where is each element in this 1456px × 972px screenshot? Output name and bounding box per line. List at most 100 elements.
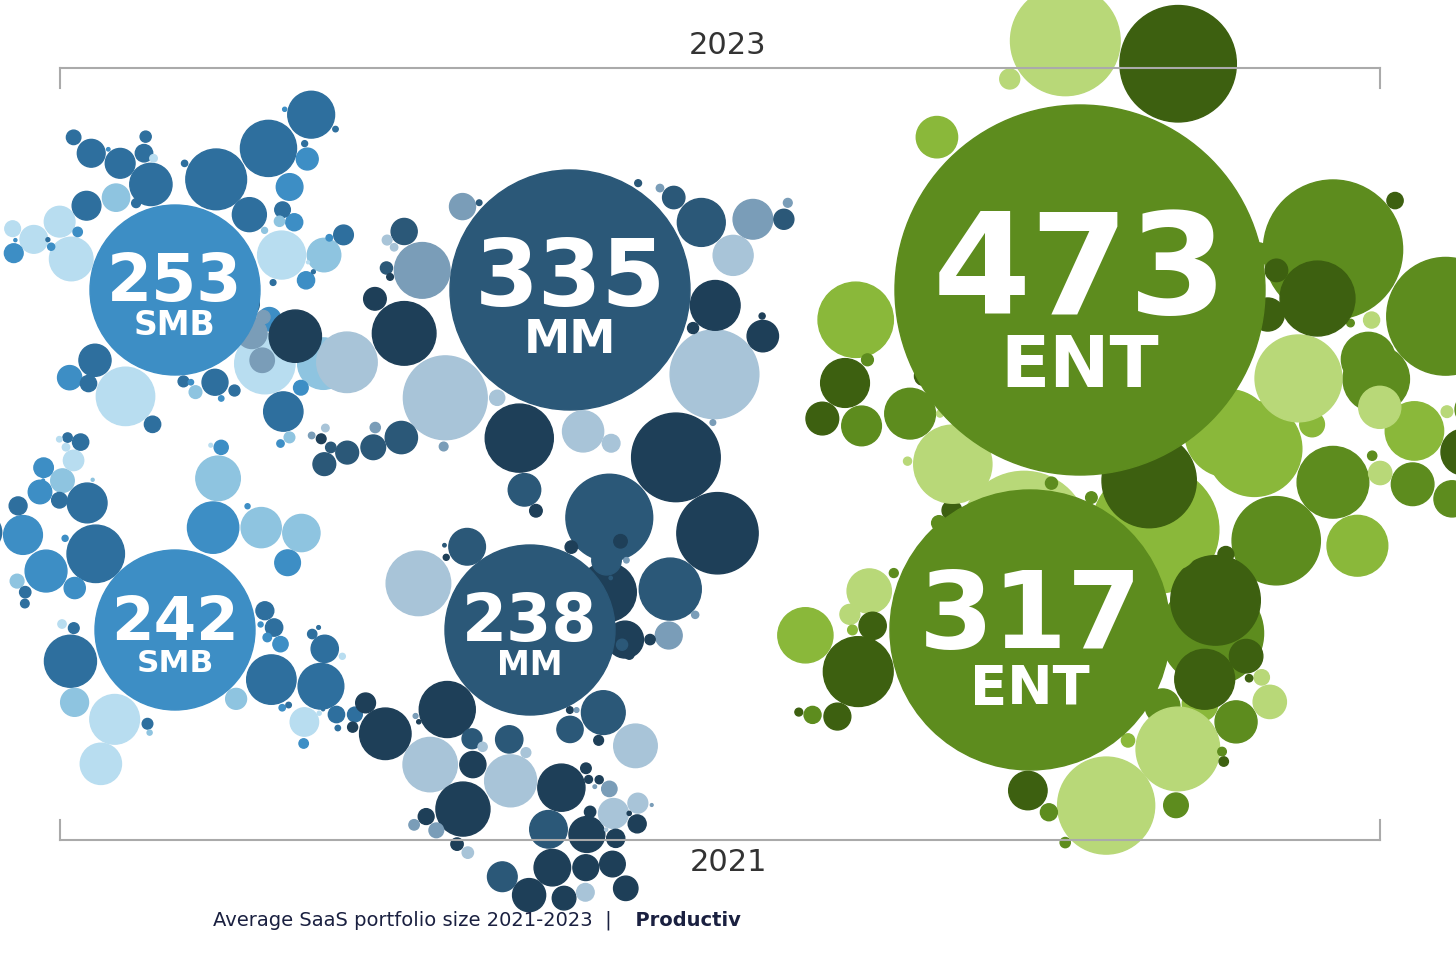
Circle shape <box>670 330 759 419</box>
Text: MM: MM <box>498 649 563 682</box>
Circle shape <box>264 392 303 432</box>
Circle shape <box>333 226 354 245</box>
Circle shape <box>297 272 314 289</box>
Circle shape <box>960 334 984 358</box>
Circle shape <box>687 323 699 333</box>
Circle shape <box>322 424 329 432</box>
Circle shape <box>1146 689 1179 723</box>
Circle shape <box>1441 429 1456 475</box>
Circle shape <box>20 226 48 254</box>
Circle shape <box>534 850 571 885</box>
Circle shape <box>747 321 779 352</box>
Circle shape <box>90 695 140 745</box>
Circle shape <box>485 404 553 472</box>
Circle shape <box>936 410 943 417</box>
Circle shape <box>639 558 702 620</box>
Circle shape <box>1232 497 1321 585</box>
Circle shape <box>307 630 317 639</box>
Circle shape <box>317 712 322 715</box>
Circle shape <box>186 149 246 210</box>
Circle shape <box>628 793 648 813</box>
Circle shape <box>1342 346 1409 412</box>
Circle shape <box>939 364 1000 426</box>
Circle shape <box>807 402 839 434</box>
Circle shape <box>821 359 869 407</box>
Circle shape <box>1057 757 1155 854</box>
Circle shape <box>1060 838 1070 848</box>
Circle shape <box>1188 271 1224 307</box>
Text: 335: 335 <box>475 235 665 326</box>
Text: 473: 473 <box>932 207 1227 343</box>
Circle shape <box>73 227 83 236</box>
Circle shape <box>862 354 874 365</box>
Circle shape <box>1175 649 1235 710</box>
Circle shape <box>312 270 316 274</box>
Circle shape <box>495 726 523 753</box>
Circle shape <box>1392 463 1434 505</box>
Circle shape <box>264 634 271 642</box>
Circle shape <box>904 457 911 466</box>
Circle shape <box>317 626 320 629</box>
Circle shape <box>941 608 986 653</box>
Circle shape <box>1254 670 1270 685</box>
Circle shape <box>47 238 50 242</box>
Circle shape <box>1211 305 1223 316</box>
Circle shape <box>282 514 320 552</box>
Circle shape <box>948 525 957 533</box>
Circle shape <box>556 716 584 743</box>
Circle shape <box>569 816 604 852</box>
Circle shape <box>419 681 475 738</box>
Circle shape <box>635 180 642 187</box>
Circle shape <box>288 91 335 138</box>
Circle shape <box>657 185 664 191</box>
Circle shape <box>578 563 636 622</box>
Circle shape <box>80 744 121 784</box>
Circle shape <box>552 886 577 910</box>
Circle shape <box>312 636 338 663</box>
Circle shape <box>1223 370 1239 387</box>
Circle shape <box>221 288 234 301</box>
Circle shape <box>537 764 585 812</box>
Circle shape <box>403 356 488 439</box>
Circle shape <box>298 739 309 748</box>
Circle shape <box>594 736 604 746</box>
Circle shape <box>1041 804 1057 820</box>
Circle shape <box>540 632 553 644</box>
Circle shape <box>336 441 358 464</box>
Circle shape <box>1347 319 1354 327</box>
Circle shape <box>51 469 74 493</box>
Circle shape <box>591 545 622 575</box>
Circle shape <box>613 876 638 900</box>
Circle shape <box>1367 451 1377 461</box>
Circle shape <box>143 718 153 729</box>
Circle shape <box>1219 757 1229 766</box>
Circle shape <box>513 879 546 912</box>
Circle shape <box>1211 313 1255 358</box>
Circle shape <box>1229 640 1262 673</box>
Circle shape <box>280 705 285 711</box>
Circle shape <box>64 577 86 599</box>
Circle shape <box>90 205 261 375</box>
Circle shape <box>277 174 303 200</box>
Circle shape <box>284 432 294 442</box>
Text: SMB: SMB <box>134 309 215 342</box>
Circle shape <box>566 474 652 561</box>
Circle shape <box>443 543 446 547</box>
Circle shape <box>262 227 268 233</box>
Circle shape <box>577 884 594 901</box>
Circle shape <box>395 243 450 298</box>
Circle shape <box>1217 747 1226 756</box>
Circle shape <box>842 406 881 446</box>
Circle shape <box>625 649 633 659</box>
Circle shape <box>783 198 792 207</box>
Circle shape <box>448 529 485 565</box>
Circle shape <box>272 637 288 652</box>
Circle shape <box>307 260 310 263</box>
Circle shape <box>890 490 1171 770</box>
Circle shape <box>392 219 418 245</box>
Circle shape <box>1245 675 1252 681</box>
Circle shape <box>383 235 392 245</box>
Circle shape <box>1089 455 1104 469</box>
Circle shape <box>443 554 450 560</box>
Circle shape <box>1035 384 1056 403</box>
